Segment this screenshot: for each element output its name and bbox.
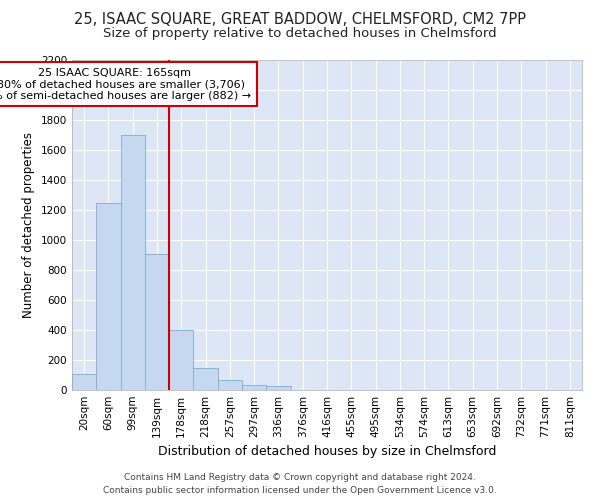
Bar: [266, 386, 290, 390]
Y-axis label: Number of detached properties: Number of detached properties: [22, 132, 35, 318]
Text: 25, ISAAC SQUARE, GREAT BADDOW, CHELMSFORD, CM2 7PP: 25, ISAAC SQUARE, GREAT BADDOW, CHELMSFO…: [74, 12, 526, 28]
Bar: [145, 254, 169, 390]
Text: Contains HM Land Registry data © Crown copyright and database right 2024.
Contai: Contains HM Land Registry data © Crown c…: [103, 474, 497, 495]
Bar: [121, 135, 145, 390]
Bar: [242, 385, 266, 390]
Text: Size of property relative to detached houses in Chelmsford: Size of property relative to detached ho…: [103, 28, 497, 40]
Bar: [218, 380, 242, 390]
Bar: [72, 374, 96, 390]
Bar: [96, 202, 121, 390]
Bar: [193, 368, 218, 390]
Bar: [169, 330, 193, 390]
Text: 25 ISAAC SQUARE: 165sqm
← 80% of detached houses are smaller (3,706)
19% of semi: 25 ISAAC SQUARE: 165sqm ← 80% of detache…: [0, 68, 251, 100]
X-axis label: Distribution of detached houses by size in Chelmsford: Distribution of detached houses by size …: [158, 446, 496, 458]
